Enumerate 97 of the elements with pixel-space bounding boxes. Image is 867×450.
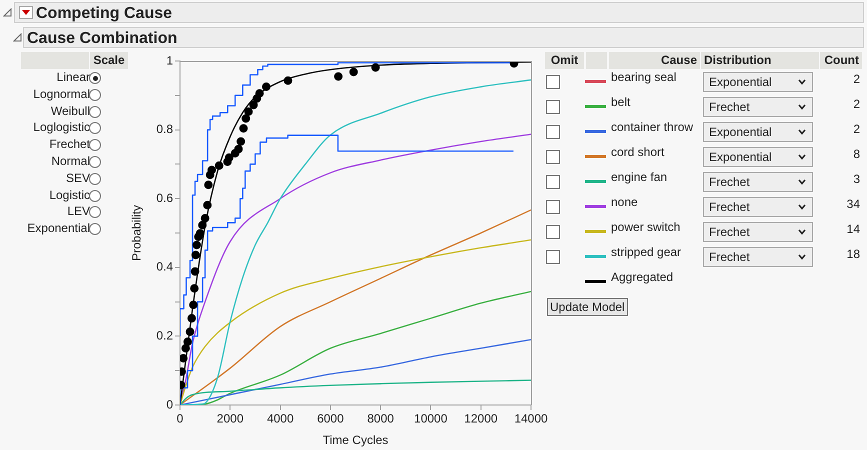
x-tick-label: 0 [176, 412, 184, 426]
point [187, 314, 196, 323]
y-tick-label: 0.8 [156, 122, 174, 136]
text: Omit [545, 52, 584, 69]
point [186, 327, 194, 336]
dropdown: Frechet [703, 97, 813, 117]
point [255, 89, 264, 98]
point [224, 153, 234, 162]
category-label: LEV [67, 204, 90, 218]
category-label: Exponential [27, 221, 90, 236]
category-label: Loglogistic [33, 120, 90, 134]
category-label: Frechet [709, 225, 750, 239]
chart-title: Competing Cause [36, 4, 172, 24]
dropdown: Frechet [703, 172, 813, 192]
category-label: Frechet [709, 100, 750, 114]
point [192, 240, 201, 250]
text: Distribution [701, 52, 819, 69]
point [249, 100, 258, 110]
dropdown: Exponential [703, 122, 813, 142]
point [284, 76, 292, 85]
legend-label: none [611, 195, 638, 209]
text: 34 [846, 197, 860, 211]
category-label: Exponential [709, 125, 772, 139]
dropdown: Frechet [703, 247, 813, 267]
category-label: Normal [51, 154, 90, 168]
point [510, 61, 518, 68]
text: 2 [853, 72, 860, 86]
text: 14 [846, 222, 860, 236]
x-axis-title: Time Cycles [322, 433, 388, 448]
legend-label: engine fan [611, 170, 668, 184]
category-label: Exponential [709, 75, 772, 89]
point [203, 200, 212, 210]
y-tick-label: 0.4 [156, 260, 174, 274]
legend-label: stripped gear [611, 245, 682, 259]
category-label: Weibull [50, 104, 90, 118]
category-label: Linear [56, 70, 90, 84]
legend-label: belt [611, 95, 630, 109]
legend-label: Aggregated [611, 270, 674, 284]
legend-label: power switch [611, 220, 680, 234]
x-tick-label: 8000 [367, 412, 394, 426]
point [214, 161, 224, 170]
text: 2 [853, 122, 860, 136]
text: Count [820, 52, 862, 69]
x-tick-label: 14000 [514, 412, 548, 426]
point [236, 137, 246, 146]
dropdown: Exponential [703, 147, 813, 167]
y-axis-title: Probability [130, 204, 144, 262]
dropdown: Frechet [703, 197, 813, 217]
text: 8 [853, 147, 860, 161]
point [180, 354, 188, 362]
point [208, 166, 216, 174]
point [239, 124, 248, 133]
y-tick-label: 0 [166, 397, 174, 412]
text: 2 [853, 97, 860, 111]
legend-label: cord short [611, 145, 664, 159]
category-label: Lognormal [33, 86, 90, 101]
point [349, 68, 358, 76]
category-label: Frechet [49, 137, 90, 152]
button: Update Model [547, 298, 628, 316]
category-label: Logistic [49, 188, 90, 202]
category-label: Frechet [709, 175, 750, 189]
x-tick-label: 12000 [464, 412, 498, 426]
x-tick-label: 2000 [216, 412, 244, 426]
point [191, 250, 200, 260]
point [183, 337, 192, 346]
point [371, 63, 380, 72]
y-tick-label: 0.2 [156, 328, 174, 343]
point [334, 72, 343, 81]
y-tick-label: 0.6 [156, 190, 174, 205]
dropdown: Frechet [703, 222, 813, 242]
point [244, 107, 253, 116]
point [198, 220, 207, 230]
category-label: Frechet [709, 250, 750, 264]
category-label: Frechet [709, 200, 750, 214]
text: 18 [846, 247, 860, 261]
point [190, 267, 200, 276]
category-label: SEV [66, 170, 90, 185]
x-tick-label: 10000 [414, 412, 448, 426]
point [190, 284, 199, 293]
point [242, 114, 250, 123]
x-tick-label: 4000 [266, 412, 294, 426]
dropdown: Exponential [703, 72, 813, 92]
point [234, 144, 243, 154]
y-tick-label: 1 [166, 53, 174, 68]
point [262, 82, 270, 92]
category-label: Exponential [709, 150, 772, 164]
text: Scale [90, 52, 128, 69]
point [189, 300, 198, 310]
point [204, 180, 213, 190]
text: Cause [609, 52, 700, 69]
point [200, 214, 210, 222]
legend-label: container throw [611, 120, 694, 134]
legend-label: bearing seal [611, 70, 676, 84]
point [181, 344, 190, 352]
chart-subtitle: Cause Combination [27, 29, 178, 49]
text: 3 [853, 172, 860, 186]
x-tick-label: 6000 [317, 412, 344, 426]
